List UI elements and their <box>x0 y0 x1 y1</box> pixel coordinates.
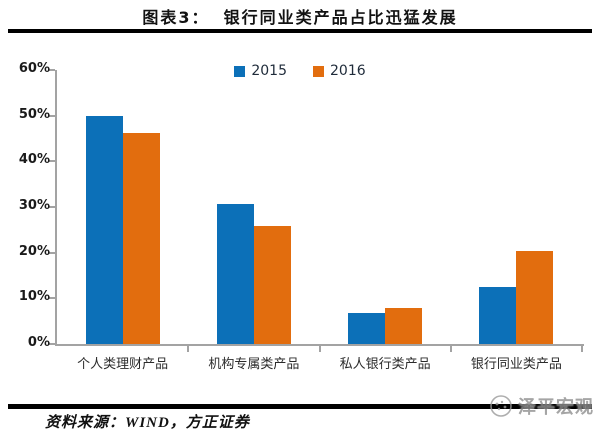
x-axis-category-label: 私人银行类产品 <box>339 357 431 372</box>
bar-2015-3 <box>348 312 386 344</box>
legend-label-2016: 2016 <box>330 63 366 79</box>
y-axis-label: 10% <box>18 289 50 305</box>
chart-title: 图表3： 银行同业类产品占比迅猛发展 <box>0 4 600 28</box>
y-axis-label: 20% <box>18 243 50 259</box>
chart-legend: 2015 2016 <box>0 63 600 79</box>
figure-title-text: 银行同业类产品占比迅猛发展 <box>223 8 458 27</box>
y-axis-tick <box>49 251 55 254</box>
x-axis-tick <box>318 346 321 352</box>
legend-swatch-2015-icon <box>234 65 246 77</box>
y-axis-label: 50% <box>18 106 50 122</box>
legend-label-2015: 2015 <box>251 63 287 79</box>
x-axis-category-label: 个人类理财产品 <box>77 357 169 372</box>
y-axis-label: 40% <box>18 152 50 168</box>
x-axis-tick <box>581 346 583 352</box>
x-axis-line <box>55 344 584 346</box>
y-axis-label: 30% <box>18 198 50 213</box>
x-axis-tick <box>187 346 190 352</box>
y-axis-line <box>55 70 57 346</box>
x-axis-category-label: 银行同业类产品 <box>470 357 562 372</box>
bar-2015-4 <box>479 287 517 344</box>
x-axis-tick <box>449 346 452 352</box>
bar-2016-3 <box>385 308 423 344</box>
zeping-logo-icon <box>490 395 512 417</box>
watermark-text: 泽平宏观 <box>518 397 594 418</box>
y-axis-tick <box>49 206 55 208</box>
y-axis-tick <box>49 114 55 117</box>
source-attribution: 资料来源：WIND，方正证券 <box>45 415 250 431</box>
bar-2015-2 <box>216 204 254 344</box>
y-axis-tick <box>49 343 55 345</box>
watermark: 泽平宏观 <box>488 393 594 419</box>
x-axis-category-label: 机构专属类产品 <box>208 357 300 372</box>
legend-item-2015: 2015 <box>234 63 287 79</box>
bar-2016-1 <box>122 133 160 344</box>
footer-divider-rule <box>8 404 592 409</box>
legend-item-2016: 2016 <box>313 63 366 79</box>
legend-swatch-2016-icon <box>313 65 324 77</box>
bar-2016-2 <box>253 226 291 344</box>
bar-2016-4 <box>516 250 554 344</box>
y-axis-label: 0% <box>27 335 50 350</box>
title-divider-rule <box>8 29 592 33</box>
bar-2015-1 <box>85 116 123 344</box>
y-axis-label: 60% <box>18 61 50 76</box>
y-axis-tick <box>49 297 55 300</box>
plot-area <box>57 70 582 344</box>
y-axis-tick <box>49 69 55 71</box>
figure-label: 图表3： <box>142 8 210 27</box>
y-axis-tick <box>49 160 55 163</box>
